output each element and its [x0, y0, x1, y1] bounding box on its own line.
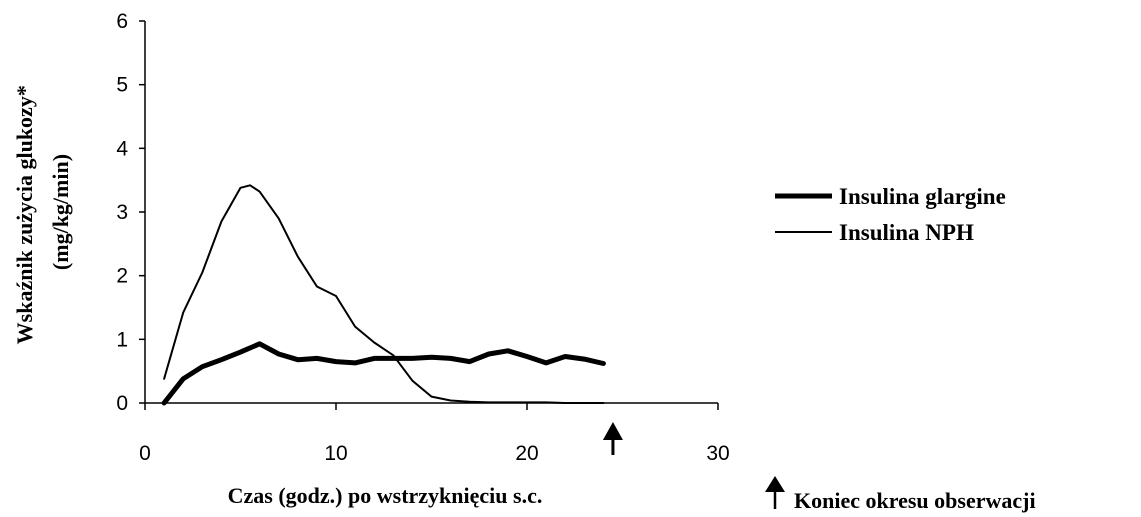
y-tick-label: 6	[116, 10, 128, 33]
end-marker	[602, 422, 623, 455]
note-label: Koniec okresu obserwacji	[794, 488, 1036, 513]
x-tick-label: 10	[324, 442, 347, 465]
arrow-stem	[611, 439, 615, 455]
series-line-1	[163, 184, 605, 404]
up-arrow-icon	[765, 476, 785, 509]
y-axis-title-line-1: Wskaźnik zużycia glukozy*	[12, 85, 37, 344]
y-tick-label: 3	[116, 201, 128, 224]
y-axis-title-line-2: (mg/kg/min)	[48, 154, 73, 270]
y-axis-title: Wskaźnik zużycia glukozy* (mg/kg/min)	[12, 80, 73, 345]
x-tick-label: 30	[706, 442, 729, 465]
series-layer	[161, 184, 606, 406]
legend: Insulina glargine Insulina NPH	[775, 184, 1006, 245]
legend-label-glargine: Insulina glargine	[839, 184, 1006, 209]
axes	[144, 21, 718, 404]
y-tick-label: 0	[116, 392, 128, 415]
x-ticks: 0 10 20 30	[139, 403, 730, 465]
y-tick-label: 4	[116, 137, 128, 160]
y-tick-label: 2	[116, 265, 128, 288]
arrow-head	[602, 422, 623, 440]
x-tick-label: 20	[515, 442, 538, 465]
y-ticks: 0 1 2 3 4 5 6	[116, 10, 145, 415]
end-of-observation-note: Koniec okresu obserwacji	[765, 476, 1036, 513]
y-tick-label: 5	[116, 74, 128, 97]
y-tick-label: 1	[116, 328, 128, 351]
x-tick-label: 0	[139, 442, 151, 465]
x-axis-title: Czas (godz.) po wstrzyknięciu s.c.	[228, 483, 543, 508]
arrow-head	[765, 476, 785, 492]
arrow-stem	[773, 491, 777, 509]
series-line-0	[161, 341, 606, 406]
legend-label-nph: Insulina NPH	[839, 220, 974, 245]
